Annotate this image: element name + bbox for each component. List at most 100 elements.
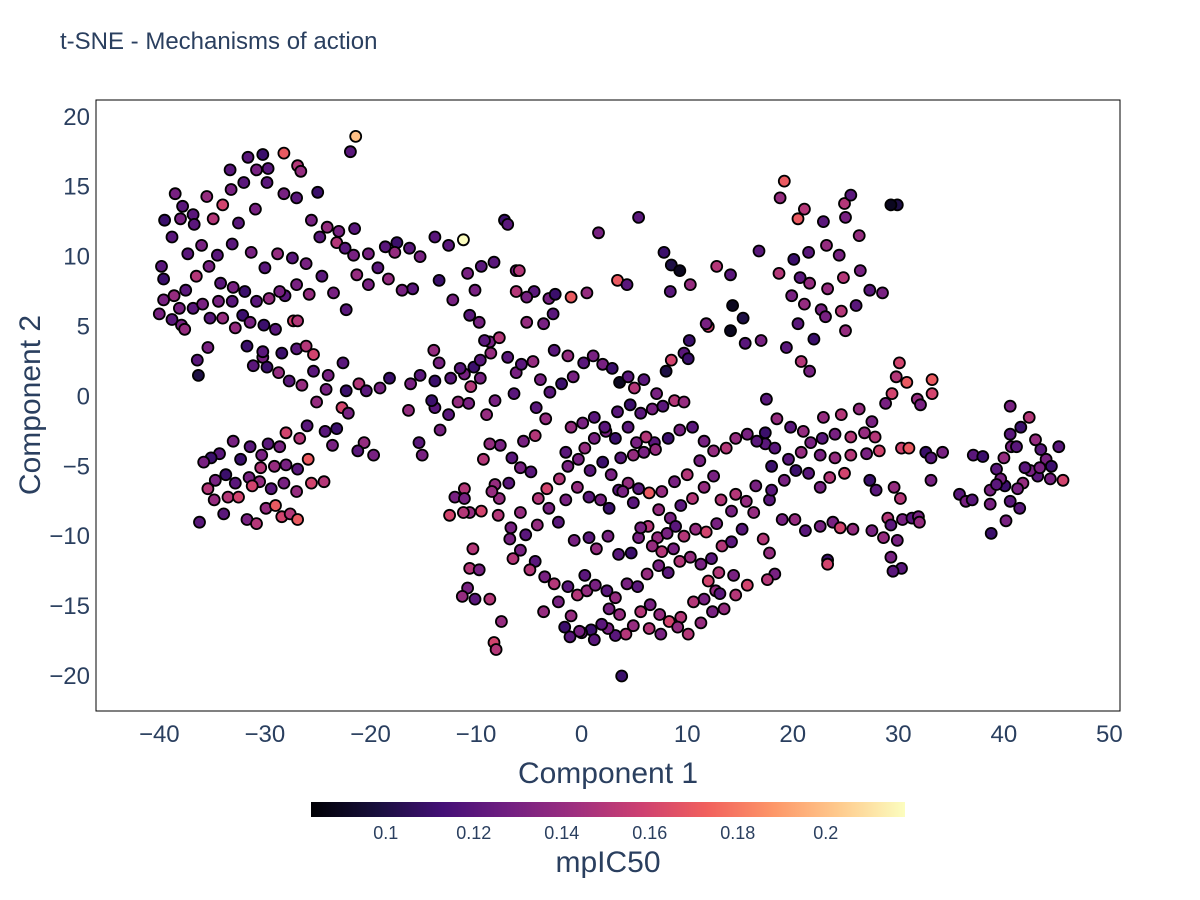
scatter-point-557	[561, 459, 575, 473]
scatter-point-80	[839, 210, 852, 224]
scatter-point-588	[713, 587, 727, 600]
scatter-point-548	[592, 226, 605, 240]
scatter-point-351	[763, 546, 776, 560]
scatter-point-364	[634, 605, 648, 619]
scatter-point-394	[455, 590, 469, 603]
scatter-point-314	[201, 482, 215, 496]
scatter-point-595	[402, 403, 415, 417]
y-tick-label: 0	[77, 383, 90, 410]
y-tick-label: 10	[63, 244, 90, 271]
scatter-point-171	[890, 534, 904, 547]
scatter-point-308	[264, 482, 278, 496]
scatter-point-330	[552, 515, 565, 529]
scatter-point-465	[634, 406, 648, 420]
scatter-point-487	[290, 278, 304, 292]
scatter-point-439	[604, 468, 618, 482]
scatter-point-238	[295, 378, 309, 392]
scatter-point-446	[686, 420, 699, 434]
scatter-point-94	[853, 264, 867, 278]
scatter-point-418	[615, 669, 629, 683]
colorbar-tick-label: 0.16	[632, 823, 667, 843]
scatter-point-319	[279, 458, 293, 472]
scatter-point-490	[262, 292, 276, 305]
scatter-point-205	[990, 478, 1003, 491]
scatter-point-53	[564, 290, 578, 304]
scatter-point-340	[652, 503, 666, 517]
scatter-point-186	[1010, 440, 1023, 454]
scatter-point-282	[293, 431, 307, 445]
scatter-point-7	[241, 150, 255, 164]
scatter-point-60	[663, 285, 677, 298]
plot-area	[95, 99, 1121, 712]
scatter-point-190	[1029, 433, 1042, 447]
scatter-point-572	[729, 487, 743, 501]
scatter-point-62	[710, 259, 724, 273]
scatter-point-45	[468, 283, 482, 297]
scatter-point-90	[785, 289, 799, 303]
scatter-point-503	[237, 176, 251, 189]
scatter-point-348	[735, 522, 749, 536]
scatter-point-559	[587, 431, 601, 445]
scatter-point-249	[444, 371, 458, 385]
scatter-point-281	[300, 419, 314, 433]
scatter-point-0	[168, 187, 182, 201]
scatter-point-116	[885, 387, 899, 401]
scatter-point-221	[203, 311, 217, 325]
scatter-point-40	[442, 238, 456, 252]
scatter-point-63	[724, 268, 737, 282]
scatter-point-138	[804, 436, 818, 450]
scatter-point-35	[378, 240, 392, 254]
scatter-point-378	[588, 578, 602, 592]
scatter-point-200	[1011, 482, 1024, 496]
scatter-point-450	[729, 431, 743, 445]
scatter-point-369	[595, 617, 609, 631]
scatter-point-478	[395, 283, 409, 297]
scatter-point-126	[924, 473, 938, 487]
scatter-point-476	[388, 245, 402, 259]
scatter-point-228	[269, 322, 282, 336]
scatter-point-209	[1013, 501, 1027, 515]
scatter-point-146	[844, 448, 858, 462]
scatter-point-551	[466, 542, 480, 556]
scatter-point-332	[571, 480, 584, 494]
scatter-point-260	[543, 385, 557, 399]
scatter-point-279	[318, 424, 332, 438]
scatter-point-218	[190, 353, 204, 367]
scatter-point-525	[472, 315, 486, 329]
scatter-point-295	[221, 490, 235, 504]
scatter-point-473	[505, 451, 519, 465]
scatter-point-81	[852, 229, 866, 243]
scatter-point-527	[484, 346, 498, 360]
scatter-point-395	[468, 592, 482, 606]
scatter-point-574	[749, 479, 763, 493]
scatter-point-273	[664, 353, 678, 367]
scatter-point-89	[772, 266, 786, 280]
scatter-point-8	[256, 148, 270, 161]
scatter-point-406	[537, 605, 550, 619]
scatter-point-474	[493, 438, 507, 452]
scatter-point-587	[706, 605, 719, 619]
scatter-point-584	[671, 620, 685, 634]
scatter-point-430	[669, 520, 682, 533]
scatter-point-147	[828, 451, 842, 465]
scatter-point-48	[512, 264, 526, 278]
scatter-point-520	[357, 436, 371, 450]
scatter-point-264	[586, 349, 600, 363]
scatter-point-139	[815, 431, 829, 445]
scatter-point-445	[673, 423, 687, 437]
scatter-point-410	[491, 508, 505, 522]
scatter-point-328	[531, 492, 545, 505]
scatter-point-263	[577, 356, 591, 370]
scatter-point-508	[304, 213, 318, 227]
scatter-point-248	[428, 374, 442, 388]
scatter-point-333	[582, 490, 596, 504]
scatter-point-148	[813, 448, 827, 462]
scatter-point-254	[492, 331, 506, 345]
scatter-point-159	[813, 520, 827, 533]
scatter-point-68	[682, 334, 696, 347]
scatter-point-553	[519, 528, 533, 542]
scatter-point-124	[924, 451, 938, 465]
scatter-point-354	[740, 578, 754, 592]
scatter-point-329	[542, 501, 556, 515]
scatter-point-506	[294, 164, 308, 178]
